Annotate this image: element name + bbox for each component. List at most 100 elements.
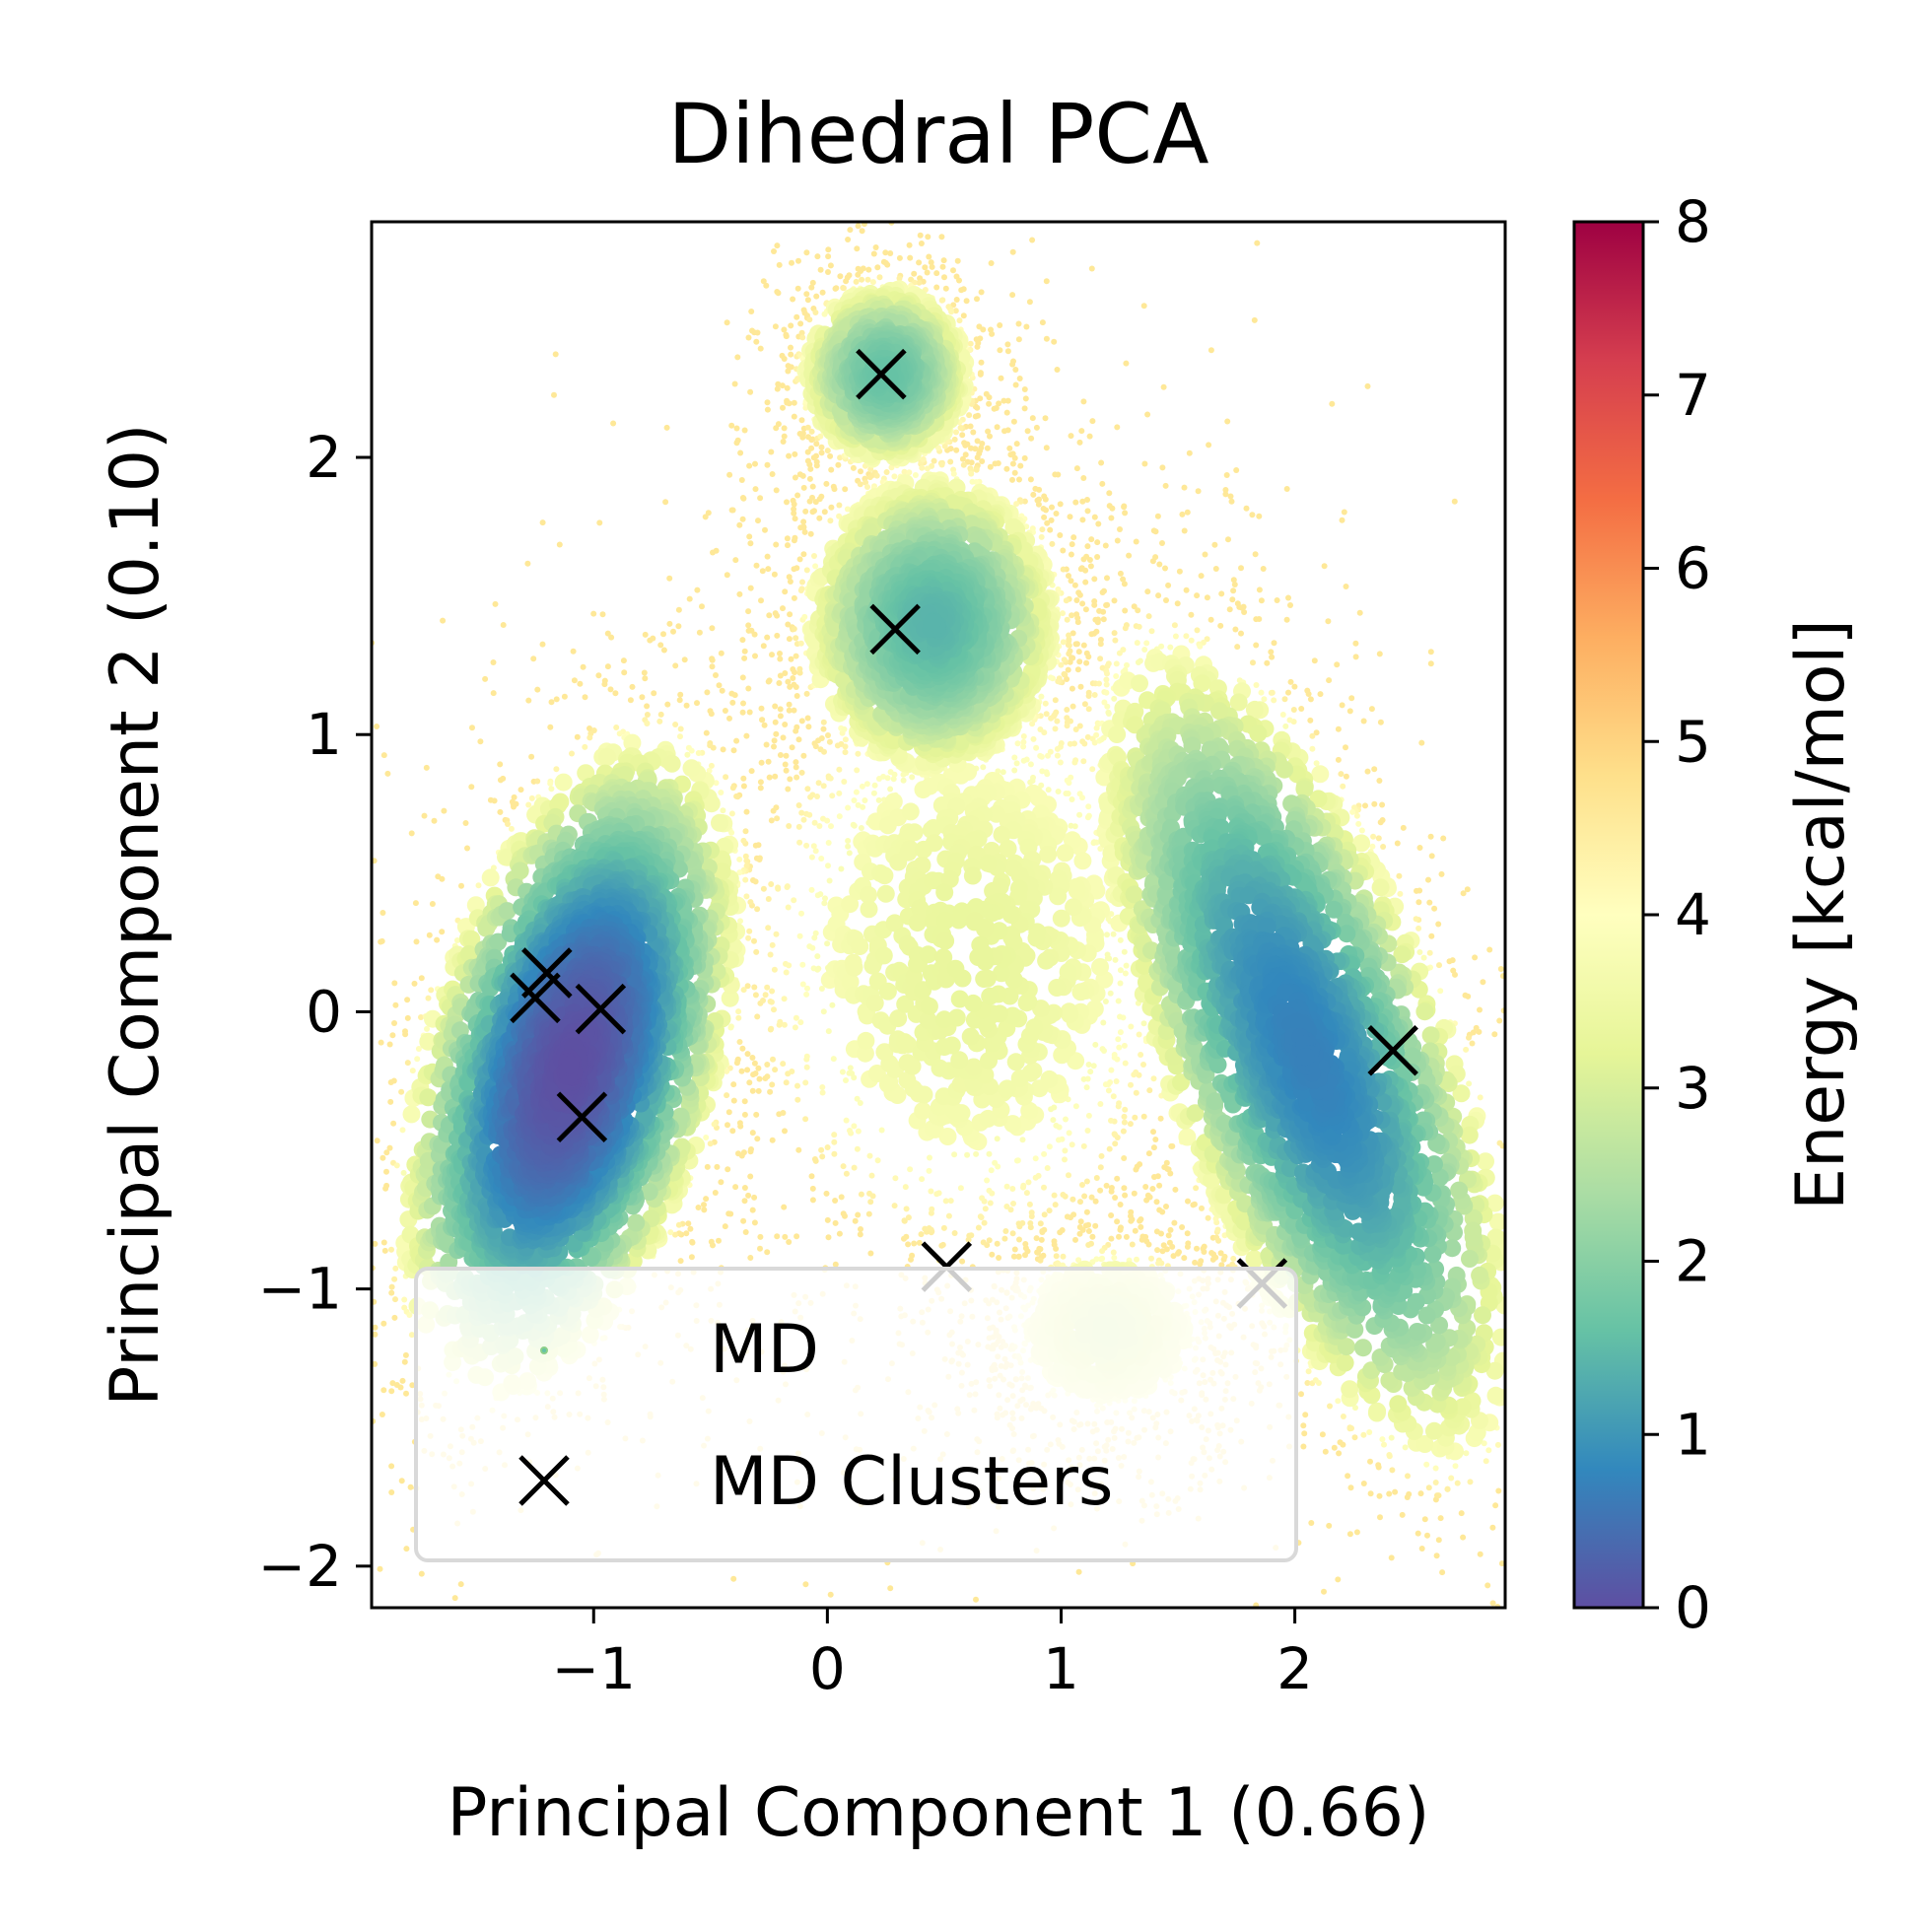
md-point — [694, 586, 701, 593]
md-point — [1083, 1084, 1090, 1091]
md-point — [938, 297, 945, 304]
md-point — [1145, 613, 1152, 620]
md-point — [1245, 700, 1264, 719]
md-point — [959, 432, 966, 439]
md-point — [806, 498, 813, 505]
md-point — [845, 804, 852, 811]
md-point — [695, 750, 702, 756]
md-point — [402, 1105, 421, 1124]
md-point — [781, 1021, 788, 1028]
md-point — [1162, 565, 1168, 572]
md-point — [1003, 409, 1010, 416]
md-point — [454, 937, 460, 943]
md-point — [1020, 1101, 1039, 1120]
md-point — [1377, 1514, 1383, 1521]
md-point — [1056, 1137, 1062, 1143]
md-point — [748, 768, 755, 775]
md-point — [1181, 527, 1188, 534]
md-point — [1010, 1201, 1016, 1207]
md-point — [809, 944, 816, 951]
md-point — [743, 858, 750, 864]
md-point — [1093, 731, 1100, 738]
md-point — [657, 711, 664, 718]
md-point — [918, 241, 925, 246]
md-point — [1135, 607, 1141, 614]
md-point — [1250, 659, 1256, 666]
md-point — [704, 689, 711, 696]
md-point — [439, 929, 446, 935]
md-point — [1039, 845, 1058, 863]
md-point — [539, 641, 546, 648]
md-point — [876, 274, 883, 281]
md-point — [864, 484, 870, 490]
md-point — [746, 1079, 753, 1086]
md-point — [1009, 292, 1016, 299]
md-point — [793, 1014, 799, 1021]
md-point — [462, 820, 469, 826]
md-point — [393, 1162, 400, 1169]
md-point — [819, 1089, 826, 1096]
md-point — [740, 987, 747, 994]
md-point — [426, 932, 433, 938]
md-point — [1111, 1131, 1118, 1138]
md-point — [1042, 415, 1049, 422]
md-point — [713, 547, 720, 554]
md-point — [1171, 1219, 1178, 1226]
md-point — [1281, 696, 1288, 703]
md-point — [708, 1238, 715, 1245]
md-point — [760, 643, 767, 650]
md-point — [1175, 1250, 1181, 1257]
md-point — [1097, 656, 1104, 662]
md-point — [742, 1229, 749, 1235]
md-point — [425, 995, 432, 1001]
md-point — [736, 1039, 743, 1045]
md-point — [596, 519, 603, 526]
md-point — [1037, 1257, 1044, 1264]
md-point — [994, 1136, 1000, 1142]
md-point — [964, 1058, 983, 1076]
md-point — [764, 399, 771, 406]
md-point — [771, 737, 778, 744]
md-point — [1371, 800, 1378, 807]
md-point — [791, 399, 797, 406]
md-point — [1352, 654, 1359, 660]
md-point — [1080, 642, 1087, 649]
md-point — [1049, 504, 1055, 511]
md-point — [1163, 597, 1169, 603]
md-point — [978, 359, 985, 366]
md-point — [703, 1196, 710, 1203]
md-point — [753, 1111, 760, 1118]
md-point — [707, 1140, 714, 1147]
md-point — [1012, 381, 1019, 388]
md-point — [926, 1167, 932, 1174]
md-point — [843, 1077, 849, 1083]
md-point — [1121, 948, 1128, 955]
md-point — [1460, 1534, 1467, 1541]
md-point — [409, 1382, 416, 1389]
md-point — [1064, 616, 1070, 623]
md-point — [392, 1265, 399, 1272]
md-point — [1120, 647, 1127, 654]
md-point — [553, 766, 560, 773]
md-point — [808, 428, 815, 435]
md-point — [1368, 1402, 1387, 1420]
md-point — [793, 759, 799, 766]
md-point — [1076, 439, 1083, 446]
md-point — [978, 289, 985, 296]
md-point — [995, 768, 1001, 775]
md-point — [1336, 1353, 1354, 1372]
md-point — [768, 817, 775, 824]
md-point — [1117, 1013, 1123, 1020]
md-point — [1462, 992, 1469, 999]
md-point — [388, 1289, 395, 1296]
md-point — [994, 1240, 1000, 1247]
md-point — [1110, 931, 1117, 937]
md-point — [1212, 566, 1219, 572]
md-point — [1335, 725, 1342, 732]
md-point — [960, 461, 967, 468]
md-point — [817, 266, 824, 273]
md-point — [392, 1296, 398, 1303]
md-point — [1077, 1218, 1084, 1225]
md-point — [604, 630, 611, 637]
md-point — [388, 1463, 395, 1470]
